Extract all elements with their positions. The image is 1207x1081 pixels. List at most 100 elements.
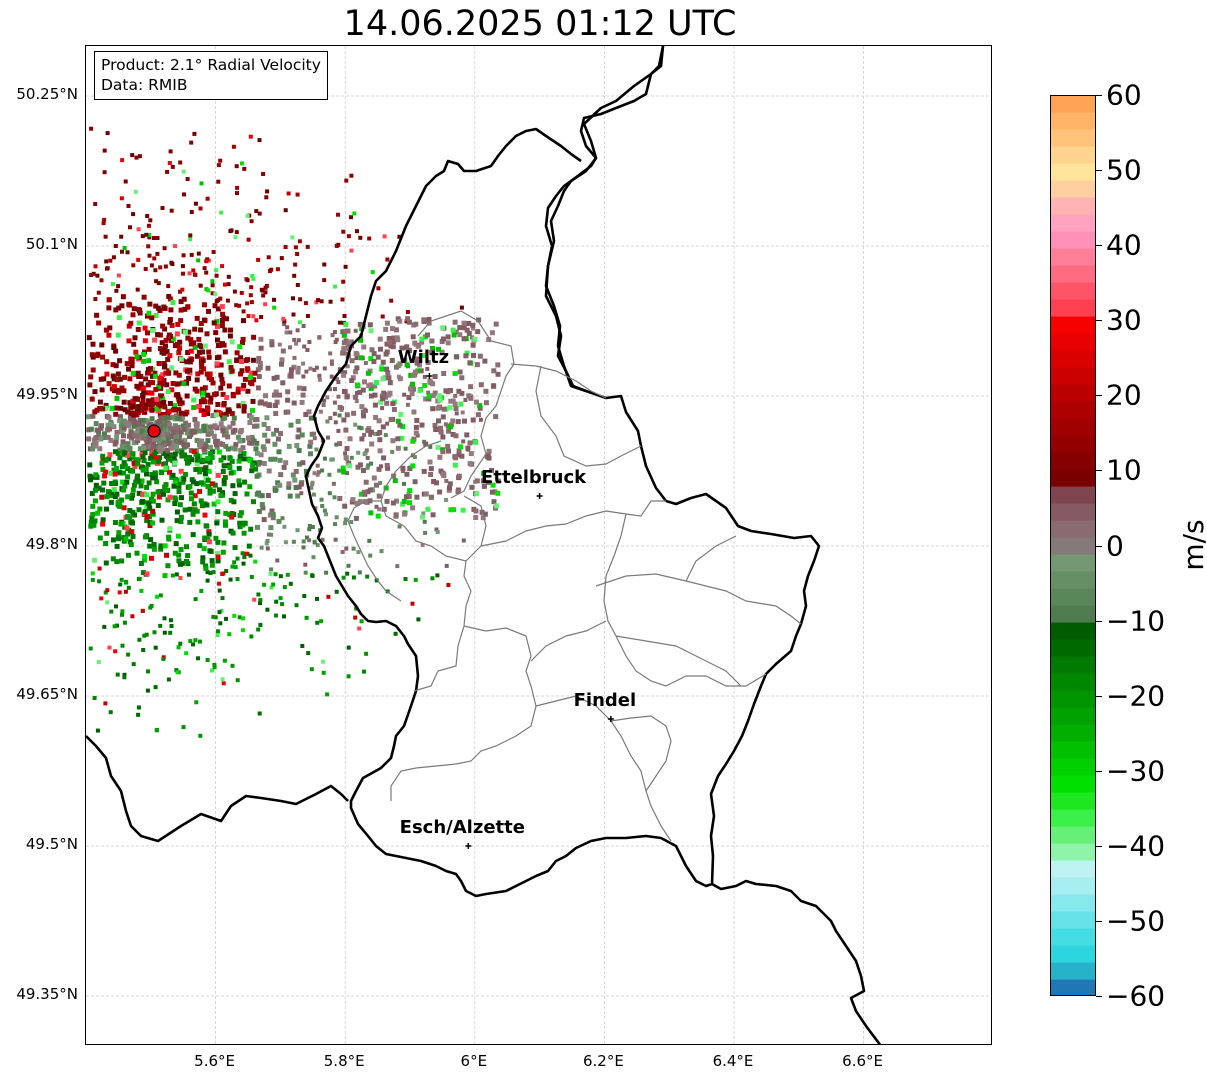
colorbar-tick-label: 30 bbox=[1106, 303, 1142, 337]
colorbar-segment bbox=[1050, 350, 1096, 368]
graticule-grid bbox=[86, 46, 991, 1044]
colorbar-segment bbox=[1050, 571, 1096, 589]
lat-tick-label: 50.1°N bbox=[25, 235, 78, 253]
lat-tick-label: 49.65°N bbox=[16, 685, 78, 703]
colorbar-segment bbox=[1050, 945, 1096, 963]
colorbar-tick-label: 0 bbox=[1106, 529, 1124, 562]
colorbar-segment bbox=[1050, 554, 1096, 572]
colorbar-segment bbox=[1050, 928, 1096, 946]
colorbar-segment bbox=[1050, 333, 1096, 351]
data-source-label: Data: RMIB bbox=[101, 76, 188, 94]
colorbar-tick-mark bbox=[1096, 770, 1102, 772]
colorbar-tick-label: 20 bbox=[1106, 378, 1142, 412]
radar-map bbox=[86, 46, 991, 1044]
colorbar-tick-mark bbox=[1096, 545, 1102, 547]
colorbar-segment bbox=[1050, 520, 1096, 538]
map-title: 14.06.2025 01:12 UTC bbox=[343, 4, 737, 44]
product-info-box: Product: 2.1° Radial Velocity Data: RMIB bbox=[94, 51, 328, 100]
colorbar-tick-label: 50 bbox=[1106, 153, 1142, 187]
city-markers bbox=[426, 373, 614, 849]
colorbar-segment bbox=[1050, 435, 1096, 453]
colorbar-tick-mark bbox=[1096, 470, 1102, 472]
radar-echoes bbox=[86, 126, 501, 738]
colorbar-segment bbox=[1050, 180, 1096, 198]
colorbar-tick-mark bbox=[1096, 320, 1102, 322]
colorbar-segment bbox=[1050, 809, 1096, 827]
colorbar-segment bbox=[1050, 792, 1096, 810]
colorbar-segment bbox=[1050, 384, 1096, 402]
colorbar-tick-mark bbox=[1096, 620, 1102, 622]
colorbar-segment bbox=[1050, 537, 1096, 555]
colorbar-segment bbox=[1050, 503, 1096, 521]
colorbar-tick-label: 10 bbox=[1106, 453, 1142, 487]
lon-tick-label: 6°E bbox=[460, 1052, 488, 1070]
colorbar-segment bbox=[1050, 911, 1096, 929]
city-label: Esch/Alzette bbox=[399, 817, 525, 838]
colorbar-segment bbox=[1050, 231, 1096, 249]
colorbar-segment bbox=[1050, 979, 1096, 996]
colorbar-segment bbox=[1050, 112, 1096, 130]
germany-border-east bbox=[711, 879, 882, 1044]
colorbar-segment bbox=[1050, 588, 1096, 606]
colorbar-segment bbox=[1050, 639, 1096, 657]
velocity-colorbar bbox=[1050, 95, 1096, 996]
colorbar-tick-mark bbox=[1096, 996, 1102, 997]
lon-tick-label: 6.2°E bbox=[582, 1052, 624, 1070]
colorbar-segment bbox=[1050, 894, 1096, 912]
colorbar-tick-label: −20 bbox=[1106, 679, 1166, 713]
colorbar-tick-label: −30 bbox=[1106, 754, 1166, 788]
colorbar-segment bbox=[1050, 316, 1096, 334]
colorbar-tick-mark bbox=[1096, 845, 1102, 847]
colorbar-segment bbox=[1050, 214, 1096, 232]
colorbar-segment bbox=[1050, 826, 1096, 844]
colorbar-segment bbox=[1050, 673, 1096, 691]
luxembourg-border bbox=[304, 46, 821, 898]
colorbar-segment bbox=[1050, 486, 1096, 504]
colorbar-tick-mark bbox=[1096, 920, 1102, 922]
colorbar-segment bbox=[1050, 775, 1096, 793]
colorbar-segment bbox=[1050, 129, 1096, 147]
lat-tick-label: 49.95°N bbox=[16, 385, 78, 403]
colorbar-segment bbox=[1050, 418, 1096, 436]
colorbar-segment bbox=[1050, 299, 1096, 317]
colorbar-segment bbox=[1050, 163, 1096, 181]
colorbar-tick-mark bbox=[1096, 245, 1102, 247]
colorbar-tick-label: 40 bbox=[1106, 228, 1142, 262]
city-label: Ettelbruck bbox=[481, 467, 587, 488]
colorbar-segment bbox=[1050, 741, 1096, 759]
lat-tick-label: 49.8°N bbox=[25, 535, 78, 553]
colorbar-tick-mark bbox=[1096, 395, 1102, 397]
colorbar-segment bbox=[1050, 758, 1096, 776]
colorbar-tick-label: −50 bbox=[1106, 904, 1166, 938]
belgium-france-border bbox=[86, 735, 349, 843]
colorbar-segment bbox=[1050, 146, 1096, 164]
lat-tick-label: 49.35°N bbox=[16, 985, 78, 1003]
colorbar-segment bbox=[1050, 656, 1096, 674]
radar-site-marker bbox=[147, 424, 161, 438]
colorbar-segment bbox=[1050, 605, 1096, 623]
colorbar-segment bbox=[1050, 469, 1096, 487]
colorbar-segment bbox=[1050, 95, 1096, 113]
colorbar-segment bbox=[1050, 843, 1096, 861]
lon-tick-label: 5.8°E bbox=[323, 1052, 365, 1070]
colorbar-segment bbox=[1050, 877, 1096, 895]
colorbar-tick-mark bbox=[1096, 95, 1102, 96]
colorbar-segment bbox=[1050, 367, 1096, 385]
colorbar-unit: m/s bbox=[1177, 519, 1207, 571]
lon-tick-label: 6.4°E bbox=[712, 1052, 754, 1070]
colorbar-segment bbox=[1050, 690, 1096, 708]
germany-border-north bbox=[544, 46, 665, 393]
colorbar-segment bbox=[1050, 724, 1096, 742]
colorbar-tick-mark bbox=[1096, 695, 1102, 697]
colorbar-tick-label: −10 bbox=[1106, 604, 1166, 638]
colorbar-segment bbox=[1050, 197, 1096, 215]
lat-tick-label: 49.5°N bbox=[25, 835, 78, 853]
city-marker bbox=[465, 843, 472, 849]
colorbar-segment bbox=[1050, 452, 1096, 470]
city-marker bbox=[607, 716, 614, 722]
lon-tick-label: 5.6°E bbox=[194, 1052, 236, 1070]
colorbar-border bbox=[1050, 95, 1096, 996]
city-label: Findel bbox=[573, 690, 637, 711]
colorbar-segment bbox=[1050, 707, 1096, 725]
colorbar-segment bbox=[1050, 248, 1096, 266]
